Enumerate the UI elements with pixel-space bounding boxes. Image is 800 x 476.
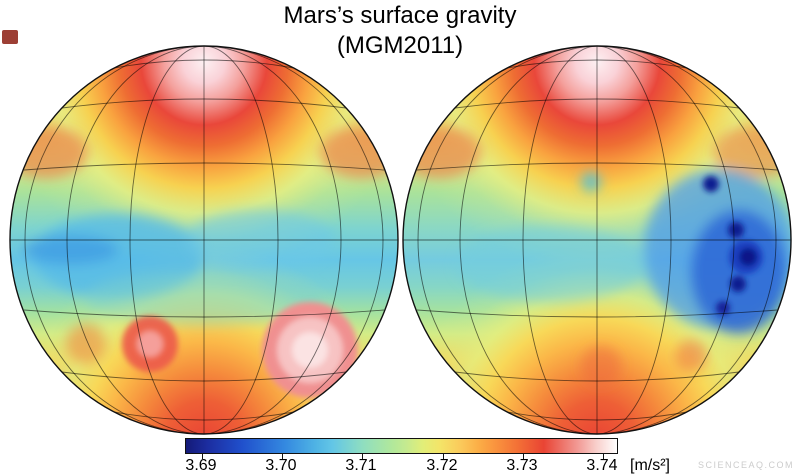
colorbar-tick bbox=[202, 454, 203, 459]
left-globe-graticule bbox=[10, 46, 398, 434]
colorbar-tick-label: 3.72 bbox=[426, 457, 458, 474]
colorbar-tick bbox=[443, 454, 444, 459]
colorbar-tick bbox=[362, 454, 363, 459]
right-globe-limb bbox=[402, 45, 792, 435]
colorbar-tick-label: 3.71 bbox=[345, 457, 377, 474]
colorbar-unit-label: [m/s²] bbox=[630, 457, 670, 474]
colorbar bbox=[185, 438, 618, 459]
right-globe-graticule bbox=[403, 46, 791, 434]
site-logo-mark bbox=[2, 30, 18, 44]
colorbar-tick bbox=[603, 454, 604, 459]
watermark: SCIENCEAQ.COM bbox=[697, 460, 794, 470]
right-hemisphere-map bbox=[402, 45, 792, 435]
colorbar-tick-label: 3.70 bbox=[265, 457, 297, 474]
left-globe-limb bbox=[9, 45, 399, 435]
left-hemisphere-map bbox=[9, 45, 399, 435]
colorbar-tick bbox=[282, 454, 283, 459]
colorbar-tick bbox=[523, 454, 524, 459]
figure-title-line1: Mars’s surface gravity bbox=[283, 2, 517, 29]
colorbar-tick-label: 3.69 bbox=[185, 457, 217, 474]
colorbar-tick-label: 3.74 bbox=[586, 457, 618, 474]
figure-title-line2: (MGM2011) bbox=[336, 32, 464, 59]
colorbar-tick-label: 3.73 bbox=[506, 457, 538, 474]
figure-title: Mars’s surface gravity (MGM2011) bbox=[0, 1, 800, 61]
